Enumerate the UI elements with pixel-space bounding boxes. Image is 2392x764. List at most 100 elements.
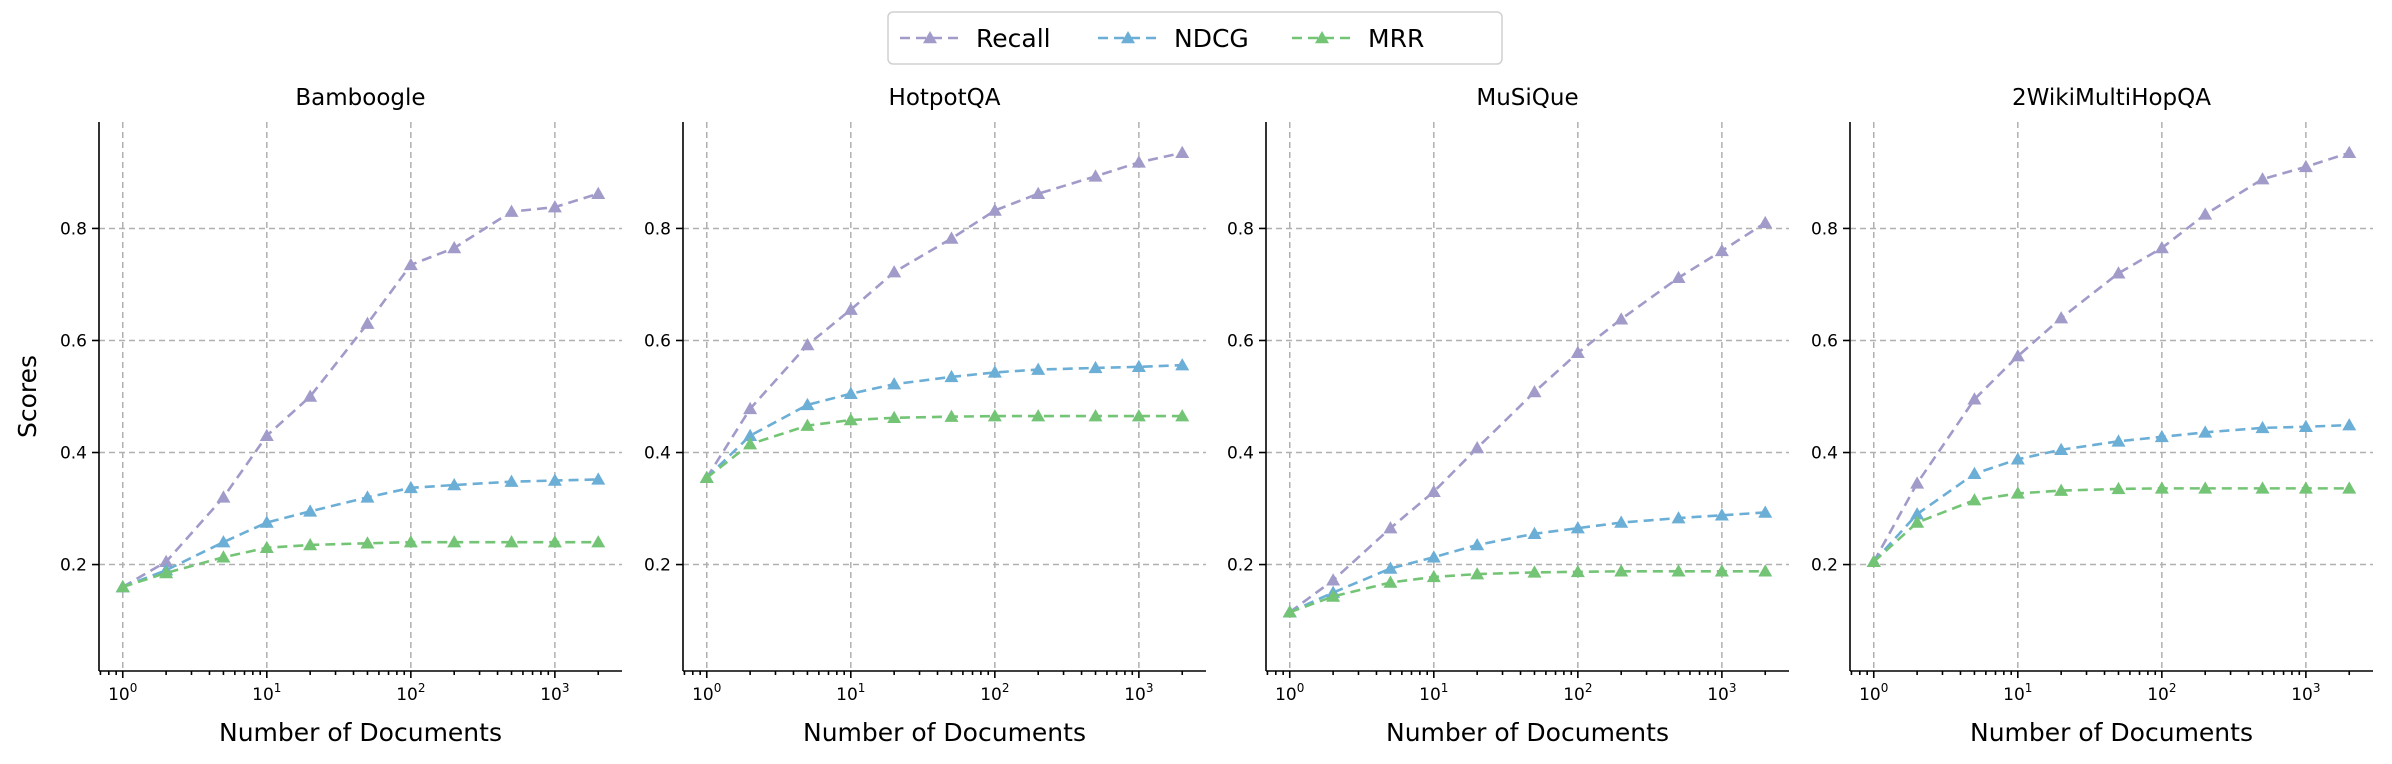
data-point (403, 480, 418, 494)
series-line (705, 363, 1183, 479)
data-point (216, 490, 231, 503)
y-tick-label: 0.4 (1811, 444, 1838, 464)
legend-label: MRR (1368, 24, 1424, 53)
data-point (360, 490, 375, 503)
x-tick-exponent: 1 (2025, 681, 2033, 695)
y-tick-label: 0.4 (1227, 444, 1254, 464)
x-tick-exponent: 0 (714, 681, 722, 695)
series-line (1872, 487, 2350, 563)
data-point (1470, 537, 1485, 551)
x-tick-label: 101 (1419, 681, 1448, 705)
data-point (1383, 521, 1398, 534)
data-point (2342, 145, 2357, 159)
series-line (1288, 221, 1766, 614)
data-point (1967, 493, 1982, 506)
x-tick-base: 10 (2147, 685, 2169, 705)
data-point (2198, 425, 2213, 438)
y-tick-label: 0.2 (60, 556, 87, 576)
x-tick-exponent: 0 (1297, 681, 1305, 695)
data-point (504, 535, 519, 548)
data-point (743, 437, 758, 450)
x-tick-base: 10 (396, 685, 418, 705)
y-tick-label: 0.6 (1227, 331, 1254, 351)
data-point (1758, 215, 1773, 229)
data-point (800, 337, 815, 351)
y-tick-label: 0.6 (1811, 331, 1838, 351)
data-point (944, 369, 959, 383)
series-ndcg (699, 358, 1190, 483)
data-point (2054, 442, 2069, 455)
data-point (2111, 434, 2126, 447)
series-line (1872, 423, 2350, 563)
x-tick-exponent: 2 (1585, 681, 1593, 695)
data-point (2342, 481, 2357, 494)
subplot-title: HotpotQA (889, 85, 1001, 111)
data-point (2198, 481, 2213, 494)
triangle-marker-icon (923, 31, 937, 44)
x-tick-base: 10 (1707, 685, 1729, 705)
y-tick-label: 0.8 (1227, 219, 1254, 239)
x-tick-label: 100 (692, 681, 721, 705)
legend-label: NDCG (1174, 24, 1249, 53)
x-tick-label: 102 (980, 681, 1009, 705)
data-point (887, 377, 902, 390)
x-axis-label: Number of Documents (803, 718, 1086, 747)
data-point (1088, 360, 1103, 374)
x-tick-base: 10 (836, 685, 858, 705)
data-point (1088, 169, 1103, 182)
data-point (1175, 358, 1190, 371)
data-point (1671, 564, 1686, 577)
data-point (1714, 564, 1729, 577)
legend: Recall NDCG MRR (887, 11, 1503, 65)
x-tick-exponent: 1 (274, 681, 282, 695)
data-point (447, 535, 462, 548)
x-tick-exponent: 2 (1002, 681, 1010, 695)
y-tick-label: 0.8 (644, 219, 671, 239)
data-point (1383, 575, 1398, 588)
y-tick-label: 0.2 (644, 556, 671, 576)
data-point (591, 186, 606, 199)
legend-frame (887, 11, 1503, 65)
x-tick-base: 10 (1419, 685, 1441, 705)
series-recall (699, 145, 1190, 483)
x-tick-exponent: 3 (1729, 681, 1737, 695)
data-point (2342, 418, 2357, 431)
data-point (2255, 420, 2270, 434)
series-mrr (699, 409, 1190, 483)
series-line (122, 192, 599, 589)
x-tick-base: 10 (692, 685, 714, 705)
data-point (2198, 207, 2213, 220)
x-tick-label: 100 (1275, 681, 1304, 705)
x-tick-label: 102 (1563, 681, 1592, 705)
x-tick-exponent: 1 (1441, 681, 1449, 695)
data-point (2154, 429, 2169, 443)
data-point (1527, 526, 1542, 539)
x-tick-label: 101 (252, 681, 281, 705)
data-point (1614, 515, 1629, 528)
data-point (1383, 561, 1398, 574)
data-point (216, 550, 231, 563)
x-tick-exponent: 3 (562, 681, 570, 695)
data-point (800, 418, 815, 431)
data-point (1967, 392, 1982, 405)
data-point (1714, 243, 1729, 257)
subplot-title: 2WikiMultiHopQA (2012, 85, 2211, 111)
y-tick-label: 0.4 (644, 444, 671, 464)
y-tick-label: 0.8 (60, 219, 87, 239)
x-tick-base: 10 (540, 685, 562, 705)
data-point (1426, 550, 1441, 563)
data-point (591, 472, 606, 485)
x-tick-base: 10 (1563, 685, 1585, 705)
data-point (800, 397, 815, 411)
data-point (2111, 266, 2126, 279)
series-line (1289, 511, 1766, 614)
series-line (705, 151, 1183, 479)
data-point (159, 565, 174, 579)
data-point (1031, 362, 1046, 375)
data-point (303, 537, 318, 551)
data-point (1131, 155, 1146, 168)
data-point (2010, 349, 2025, 362)
y-tick-label: 0.6 (60, 331, 87, 351)
